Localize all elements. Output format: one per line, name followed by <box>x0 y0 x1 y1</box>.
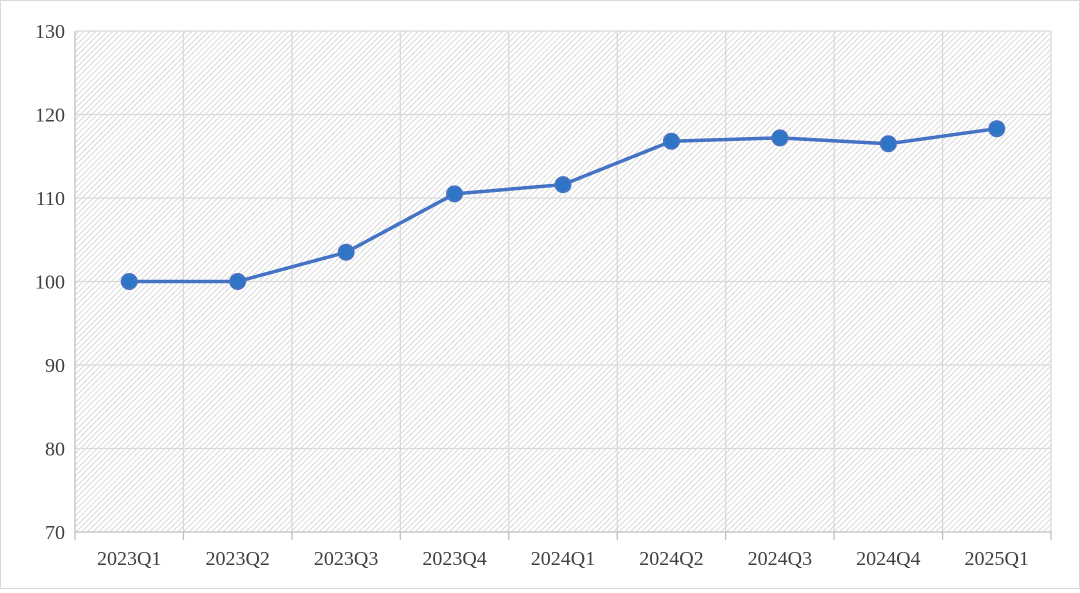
x-tick-label: 2024Q4 <box>856 548 920 570</box>
y-tick-label: 80 <box>45 439 65 461</box>
x-tick-label: 2023Q4 <box>422 548 486 570</box>
data-point <box>662 132 680 150</box>
y-tick-label: 90 <box>45 355 65 377</box>
series <box>120 120 1006 290</box>
y-tick-label: 110 <box>36 188 65 210</box>
data-point <box>879 135 897 153</box>
x-tick-label: 2024Q3 <box>748 548 812 570</box>
data-point <box>554 176 572 194</box>
y-tick-label: 130 <box>35 21 65 43</box>
data-point <box>771 129 789 147</box>
y-tick-label: 120 <box>35 105 65 127</box>
x-tick-label: 2024Q1 <box>531 548 595 570</box>
data-point <box>988 120 1006 138</box>
y-tick-label: 70 <box>45 522 65 544</box>
x-tick-label: 2025Q1 <box>965 548 1029 570</box>
tick-labels: 70 80 90 100 110 120 130 2023Q1 2023Q2 2023Q3 2023… <box>35 21 1029 570</box>
x-tick-label: 2023Q1 <box>97 548 161 570</box>
data-point <box>446 185 464 203</box>
data-point <box>120 273 138 290</box>
x-tick-label: 2024Q2 <box>639 548 703 570</box>
data-point <box>229 273 247 290</box>
axes <box>74 31 1052 540</box>
x-tick-label: 2023Q3 <box>314 548 378 570</box>
data-point <box>337 243 355 261</box>
y-tick-label: 100 <box>35 272 65 294</box>
x-tick-label: 2023Q2 <box>205 548 269 570</box>
